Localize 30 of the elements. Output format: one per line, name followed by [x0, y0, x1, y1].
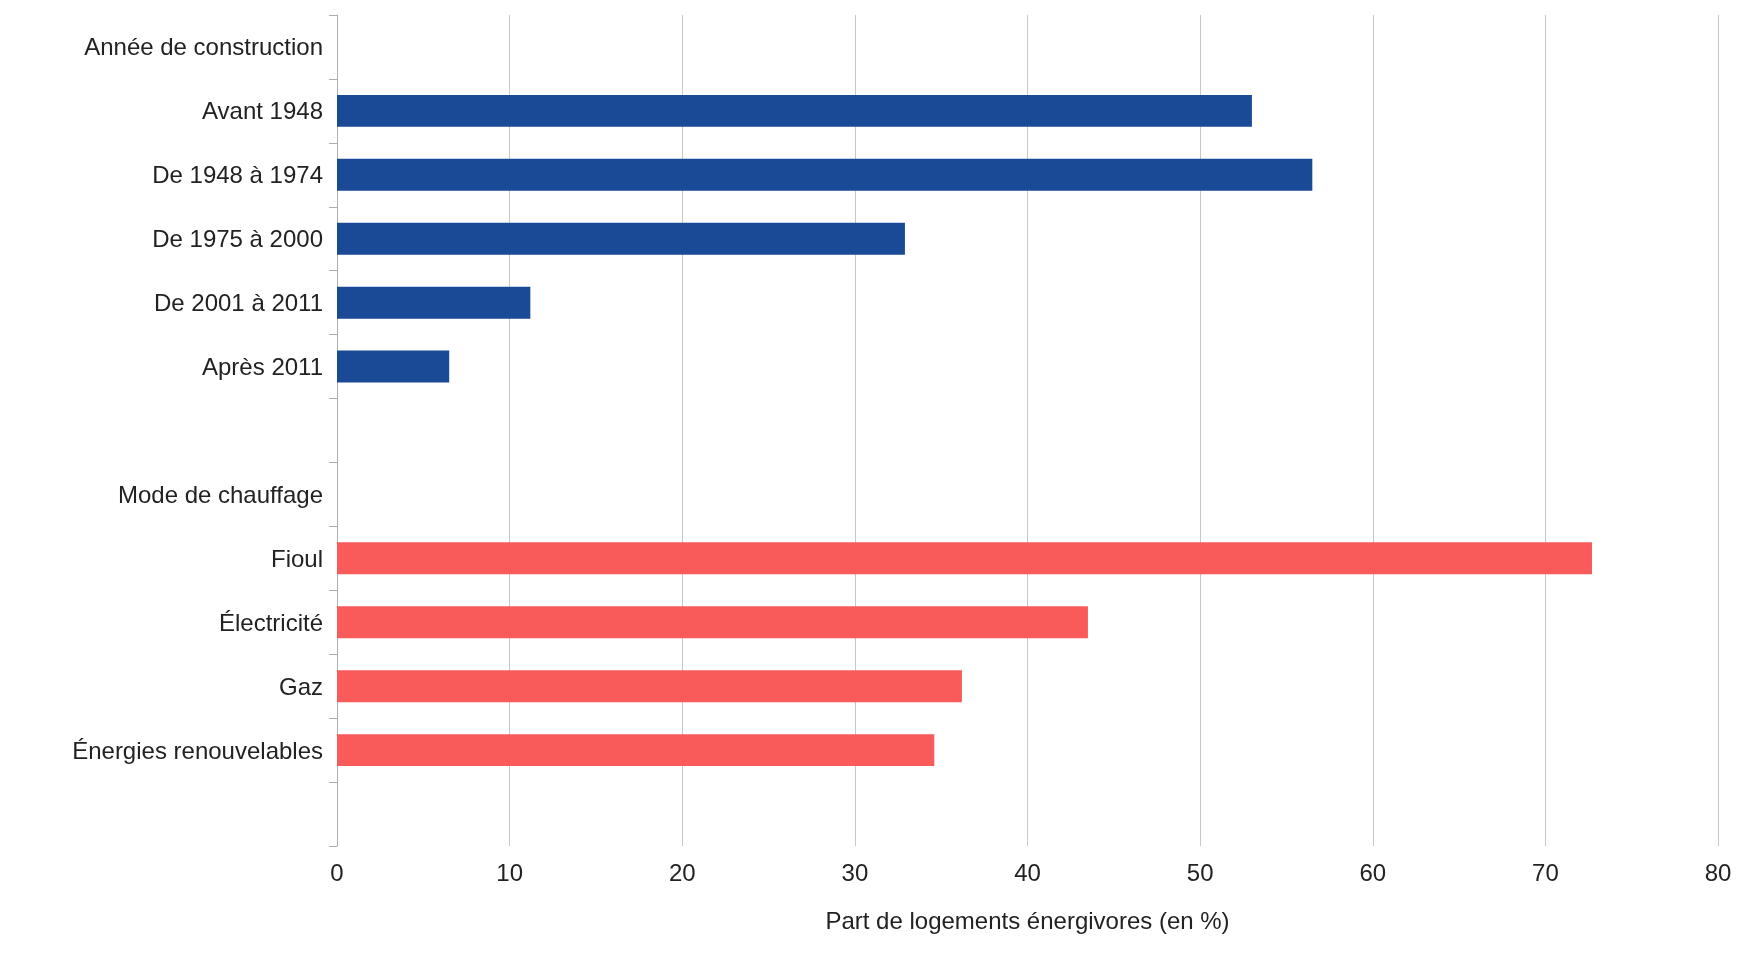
x-tick-label: 70	[1532, 858, 1559, 886]
y-tick-label: Énergies renouvelables	[72, 736, 323, 764]
bar	[337, 542, 1592, 575]
x-tick-label: 10	[496, 858, 523, 886]
bar	[337, 94, 1252, 127]
bar	[337, 350, 450, 383]
y-tick-label: De 2001 à 2011	[153, 289, 323, 317]
x-tick-label: 50	[1186, 858, 1214, 886]
bar	[337, 670, 962, 703]
bar	[337, 222, 905, 255]
x-tick-label: 40	[1014, 858, 1041, 886]
x-tick-label: 60	[1359, 858, 1387, 886]
bar	[337, 286, 531, 319]
y-tick-label: De 1975 à 2000	[152, 225, 323, 253]
x-tick-label: 30	[841, 858, 869, 886]
x-tick-label: 20	[668, 858, 696, 886]
y-tick-label: Gaz	[278, 672, 323, 700]
x-axis-title: Part de logements énergivores (en %)	[825, 906, 1230, 934]
bar	[337, 734, 935, 767]
y-tick-label: Fioul	[270, 544, 323, 572]
y-tick-label: Après 2011	[202, 353, 323, 381]
y-tick-label: Année de construction	[84, 33, 323, 61]
x-tick-label: 0	[330, 858, 344, 886]
y-tick-label: Électricité	[218, 608, 323, 636]
y-tick-label: Avant 1948	[202, 97, 323, 125]
bar	[337, 606, 1088, 639]
x-tick-label: 80	[1704, 858, 1732, 886]
bar	[337, 158, 1313, 191]
y-tick-label: De 1948 à 1974	[152, 161, 323, 189]
y-tick-label: Mode de chauffage	[117, 480, 323, 508]
